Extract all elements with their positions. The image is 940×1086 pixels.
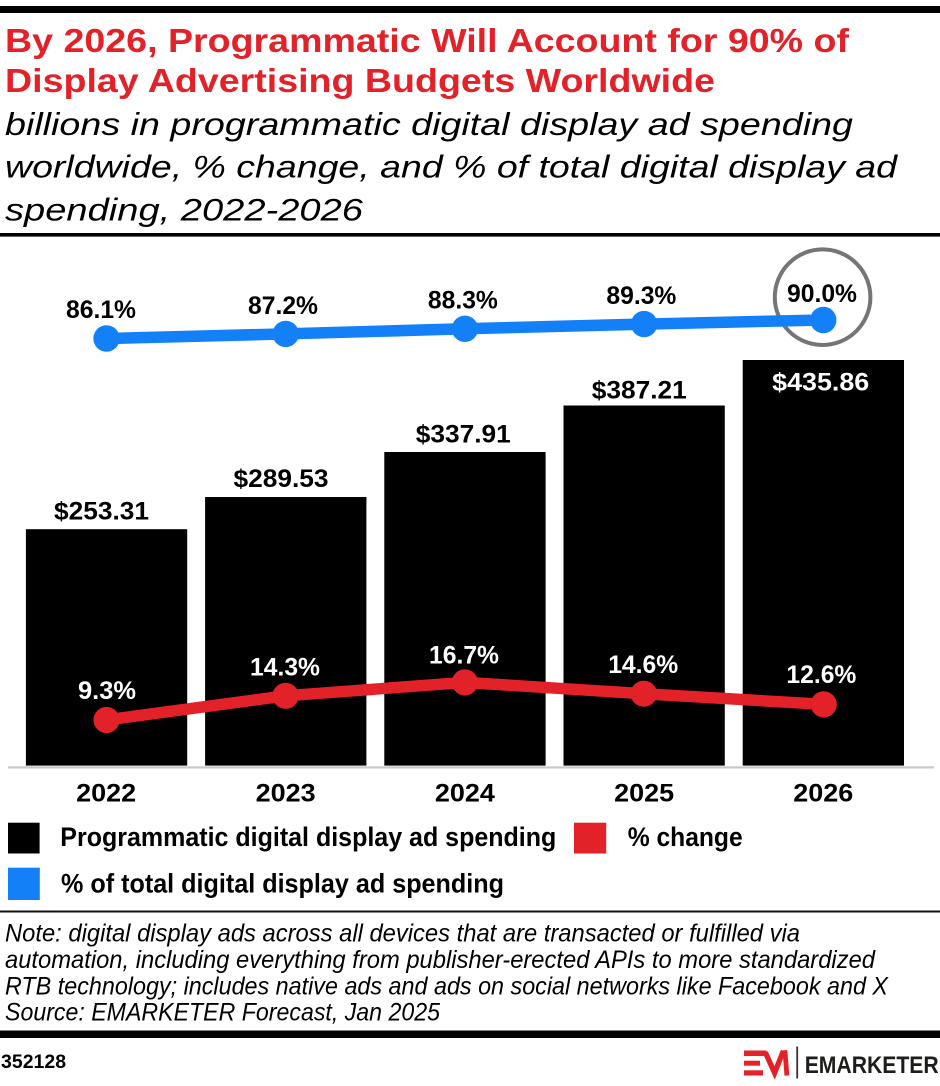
- svg-text:2022: 2022: [76, 780, 136, 808]
- svg-text:spending, 2022-2026: spending, 2022-2026: [5, 192, 364, 228]
- svg-text:$387.21: $387.21: [592, 377, 687, 405]
- svg-text:% change: % change: [628, 822, 743, 852]
- svg-text:2023: 2023: [256, 780, 316, 808]
- svg-text:9.3%: 9.3%: [78, 677, 136, 705]
- svg-text:89.3%: 89.3%: [606, 282, 676, 310]
- svg-text:$253.31: $253.31: [54, 498, 149, 526]
- svg-text:Source: EMARKETER Forecast, Ja: Source: EMARKETER Forecast, Jan 2025: [5, 998, 440, 1026]
- svg-text:14.3%: 14.3%: [250, 654, 320, 682]
- svg-text:Display Advertising Budgets Wo: Display Advertising Budgets Worldwide: [5, 62, 715, 99]
- svg-text:88.3%: 88.3%: [428, 286, 498, 314]
- svg-text:Note: digital display ads acro: Note: digital display ads across all dev…: [5, 920, 800, 948]
- svg-text:$289.53: $289.53: [234, 465, 329, 493]
- svg-text:$337.91: $337.91: [416, 421, 511, 449]
- svg-text:2026: 2026: [793, 780, 853, 808]
- svg-text:RTB technology; includes nativ: RTB technology; includes native ads and …: [5, 973, 889, 1001]
- svg-text:billions in programmatic digit: billions in programmatic digital display…: [5, 106, 854, 142]
- svg-text:% of total digital display ad: % of total digital display ad spending: [61, 869, 504, 899]
- svg-text:2024: 2024: [435, 780, 495, 808]
- svg-text:86.1%: 86.1%: [66, 296, 136, 324]
- svg-text:2025: 2025: [614, 780, 674, 808]
- svg-text:14.6%: 14.6%: [608, 651, 678, 679]
- svg-text:87.2%: 87.2%: [248, 292, 318, 320]
- svg-text:Programmatic digital display a: Programmatic digital display ad spending: [60, 822, 556, 852]
- svg-text:352128: 352128: [1, 1051, 66, 1073]
- svg-text:90.0%: 90.0%: [787, 280, 857, 308]
- svg-text:automation, including everythi: automation, including everything from pu…: [5, 946, 876, 974]
- svg-text:worldwide, % change, and % of: worldwide, % change, and % of total digi…: [5, 149, 899, 185]
- svg-text:12.6%: 12.6%: [786, 661, 856, 689]
- svg-text:EMARKETER: EMARKETER: [805, 1052, 939, 1079]
- svg-text:By 2026, Programmatic Will Acc: By 2026, Programmatic Will Account for 9…: [5, 22, 850, 59]
- svg-text:16.7%: 16.7%: [429, 642, 499, 670]
- svg-text:$435.86: $435.86: [772, 369, 869, 397]
